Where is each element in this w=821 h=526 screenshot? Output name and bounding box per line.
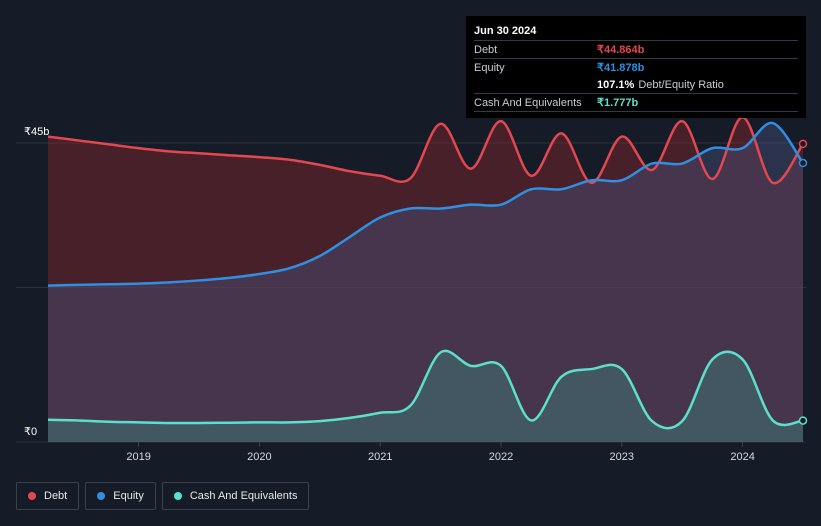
legend-item-debt[interactable]: Debt	[16, 482, 80, 510]
series-areas	[48, 117, 803, 443]
y-tick-label: ₹45b	[24, 126, 49, 138]
x-tick-label: 2022	[489, 451, 513, 463]
tooltip-row-cash: Cash And Equivalents ₹1.777b	[474, 93, 798, 112]
legend-item-equity[interactable]: Equity	[85, 482, 156, 510]
debt-area	[48, 117, 803, 443]
cash-endpoint	[798, 416, 808, 425]
legend-label: Debt	[44, 490, 68, 502]
legend-label: Cash And Equivalents	[189, 490, 298, 502]
x-tick-label: 2023	[610, 451, 634, 463]
tooltip-label: Equity	[474, 61, 505, 74]
legend-label: Equity	[113, 490, 144, 502]
cash-dot-icon	[173, 492, 182, 500]
debt-dot-icon	[28, 492, 36, 500]
tooltip-row-equity: Equity ₹41.878b	[474, 58, 798, 76]
tooltip-value: ₹1.777b	[597, 97, 639, 109]
x-tick-label: 2024	[730, 451, 754, 463]
debt-line	[47, 116, 805, 185]
cash-line	[47, 349, 804, 430]
legend: Debt Equity Cash And Equivalents	[16, 482, 310, 510]
tooltip-value: ₹41.878b	[597, 62, 645, 74]
tooltip-label: Cash And Equivalents	[474, 96, 582, 109]
tooltip-row-debt: Debt ₹44.864b	[474, 40, 798, 58]
x-tick-label: 2021	[368, 451, 392, 463]
grid-lines	[16, 142, 806, 443]
tooltip-label: Debt	[474, 43, 498, 56]
equity-dot-icon	[97, 492, 106, 500]
cash-area	[48, 350, 803, 442]
y-axis: ₹45b ₹0	[24, 126, 49, 438]
debt-endpoint	[798, 139, 808, 149]
tooltip-suffix: Debt/Equity Ratio	[638, 78, 724, 91]
tooltip-value: ₹44.864b	[597, 44, 645, 56]
series-lines	[47, 116, 805, 430]
tooltip-row-ratio: 107.1% Debt/Equity Ratio	[474, 76, 798, 93]
equity-area	[48, 122, 803, 442]
series-endpoints	[798, 139, 808, 425]
x-tick-label: 2019	[126, 451, 150, 463]
tooltip-date: Jun 30 2024	[474, 25, 537, 37]
equity-line	[47, 121, 805, 287]
equity-endpoint	[798, 158, 808, 168]
x-axis: 2019 2020 2021 2022 2023 2024	[126, 442, 755, 463]
tooltip-value: 107.1%	[597, 78, 635, 91]
tooltip-panel: Jun 30 2024 Debt ₹44.864b Equity ₹41.878…	[466, 16, 806, 118]
x-tick-label: 2020	[247, 451, 271, 463]
legend-item-cash[interactable]: Cash And Equivalents	[161, 482, 310, 510]
y-tick-label: ₹0	[24, 426, 37, 438]
